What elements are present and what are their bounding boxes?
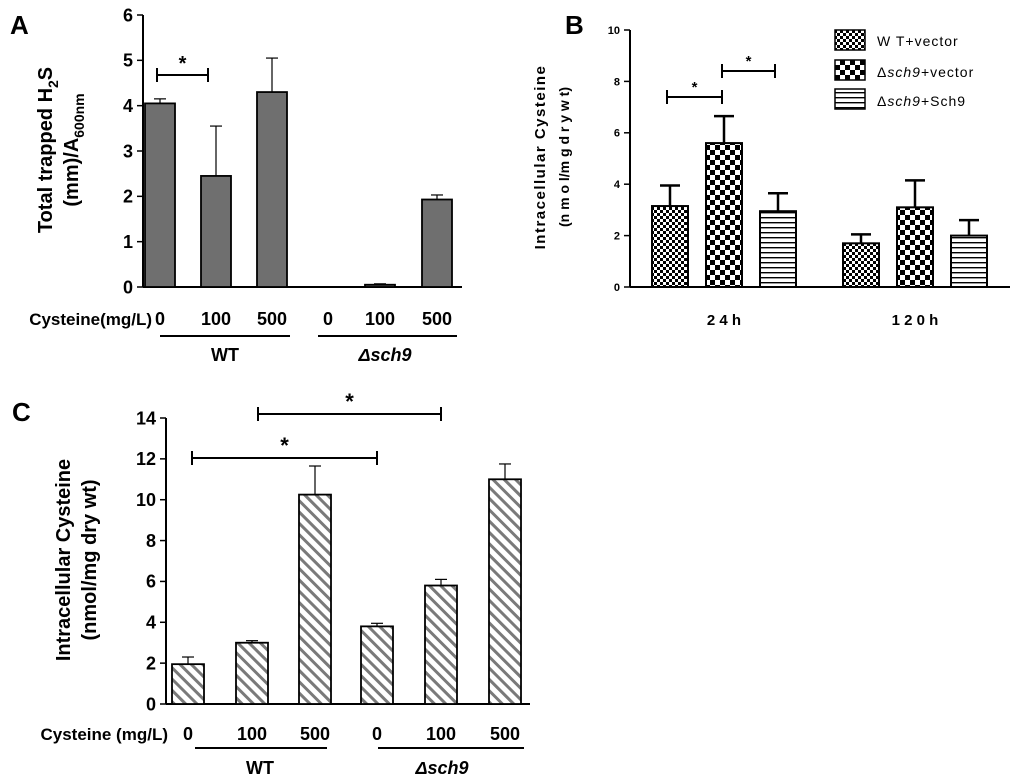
panel-c-ytick-label: 10: [136, 490, 156, 510]
panel-b-sig-2-star: *: [746, 53, 752, 70]
panel-c-bar: [424, 584, 458, 705]
panel-c-group-sch9: Δsch9: [414, 758, 468, 778]
panel-c-ytick-label: 2: [146, 653, 156, 673]
panel-c-bar: [171, 663, 205, 705]
panel-a-bar: [421, 198, 453, 288]
panel-b-ytick-label: 6: [614, 128, 620, 140]
panel-c-ytick-label: 8: [146, 531, 156, 551]
panel-c: C Intracellular Cysteine (nmol/mg dry wt…: [12, 389, 530, 778]
panel-a-ylabel-line2: (mm)/A600nm: [61, 93, 87, 206]
panel-b-ylabel-line1: Intracellular Cysteine: [532, 65, 549, 250]
legend-swatch-sch9-sch9: [834, 88, 866, 110]
panel-b-ytick-label: 0: [614, 282, 620, 294]
panel-b-bar: [651, 205, 689, 288]
panel-c-bar: [298, 493, 332, 705]
panel-a-ytick-label: 2: [123, 187, 133, 207]
panel-a-bar: [364, 283, 396, 288]
panel-c-sig-2-star: *: [345, 389, 354, 414]
legend-swatch-wt-vector: [834, 29, 866, 51]
panel-c-xtick-label: 0: [372, 724, 382, 744]
panel-c-row-label: Cysteine (mg/L): [40, 725, 168, 744]
panel-c-xtick-label: 0: [183, 724, 193, 744]
panel-b-xtick-label: 1 2 0 h: [892, 312, 939, 329]
panel-b-xtick-label: 2 4 h: [707, 312, 741, 329]
panel-c-ytick-label: 4: [146, 613, 156, 633]
panel-a-ytick-label: 5: [123, 51, 133, 71]
panel-a-xtick-label: 100: [365, 309, 395, 329]
panel-b-ytick-label: 4: [614, 179, 621, 191]
panel-a-ylabel-line1: Total trapped H2S: [35, 67, 61, 233]
panel-c-bar: [488, 478, 522, 705]
legend-label-wt-vector: W T+vector: [877, 33, 959, 49]
panel-c-sig-1-star: *: [280, 433, 289, 458]
panel-c-letter: C: [12, 397, 31, 427]
panel-c-xtick-label: 500: [490, 724, 520, 744]
panel-c-xtick-label: 100: [237, 724, 267, 744]
panel-b-bar: [950, 234, 988, 289]
panel-c-ytick-label: 6: [146, 572, 156, 592]
panel-b-sig-1-star: *: [692, 79, 698, 96]
legend-swatch-sch9-vector: [834, 59, 866, 81]
panel-b-bar: [842, 242, 880, 288]
panel-a-xtick-label: 500: [422, 309, 452, 329]
panel-c-ytick-label: 12: [136, 449, 156, 469]
panel-a-sig-star: *: [179, 53, 187, 75]
legend-label-sch9-sch9: Δsch9+Sch9: [877, 93, 966, 109]
panel-c-group-wt: WT: [246, 758, 274, 778]
panel-a-letter: A: [10, 10, 29, 40]
panel-a-ytick-label: 6: [123, 5, 133, 25]
panel-c-ytick-label: 0: [146, 694, 156, 714]
panel-c-bar: [360, 625, 394, 705]
panel-b-bar: [705, 142, 743, 288]
panel-a-ytick-label: 4: [123, 96, 133, 116]
panel-b-bar: [896, 206, 934, 288]
panel-c-ytick-label: 14: [136, 408, 156, 428]
panel-a-group-sch9: Δsch9: [357, 345, 411, 365]
panel-a-ylabel: Total trapped H2S (mm)/A600nm: [35, 67, 87, 233]
panel-b-legend: W T+vector Δsch9+vector Δsch9+Sch9: [834, 29, 974, 110]
panel-b-letter: B: [565, 10, 584, 40]
panel-a-group-wt: WT: [211, 345, 239, 365]
panel-a-bar: [144, 102, 176, 288]
panel-c-bar: [235, 641, 269, 705]
panel-a-xtick-label: 0: [155, 309, 165, 329]
panel-a-row-label: Cysteine(mg/L): [29, 310, 152, 329]
panel-a-ytick-label: 1: [123, 232, 133, 252]
panel-b-ytick-label: 2: [614, 230, 620, 242]
panel-b-ytick-label: 8: [614, 76, 620, 88]
panel-b-ytick-label: 10: [608, 25, 620, 37]
panel-a: A Total trapped H2S (mm)/A600nm 0123456 …: [10, 5, 462, 365]
panel-a-xtick-label: 100: [201, 309, 231, 329]
panel-b-ylabel: Intracellular Cysteine (n m o l/m g d r …: [532, 65, 572, 250]
panel-c-xtick-label: 100: [426, 724, 456, 744]
panel-c-ylabel-line2: (nmol/mg dry wt): [79, 479, 101, 640]
panel-c-ylabel: Intracellular Cysteine (nmol/mg dry wt): [53, 459, 101, 661]
panel-b-ylabel-line2: (n m o l/m g d r y w t): [556, 87, 572, 227]
panel-a-ytick-label: 3: [123, 141, 133, 161]
panel-c-xtick-label: 500: [300, 724, 330, 744]
panel-b: B Intracellular Cysteine (n m o l/m g d …: [532, 10, 1010, 329]
panel-c-ylabel-line1: Intracellular Cysteine: [53, 459, 75, 661]
panel-a-bar: [200, 175, 232, 288]
legend-label-sch9-vector: Δsch9+vector: [877, 64, 974, 80]
panel-b-bar: [759, 210, 797, 288]
panel-a-ytick-label: 0: [123, 277, 133, 297]
panel-a-xtick-label: 500: [257, 309, 287, 329]
panel-a-xtick-label: 0: [323, 309, 333, 329]
panel-a-bar: [256, 91, 288, 288]
